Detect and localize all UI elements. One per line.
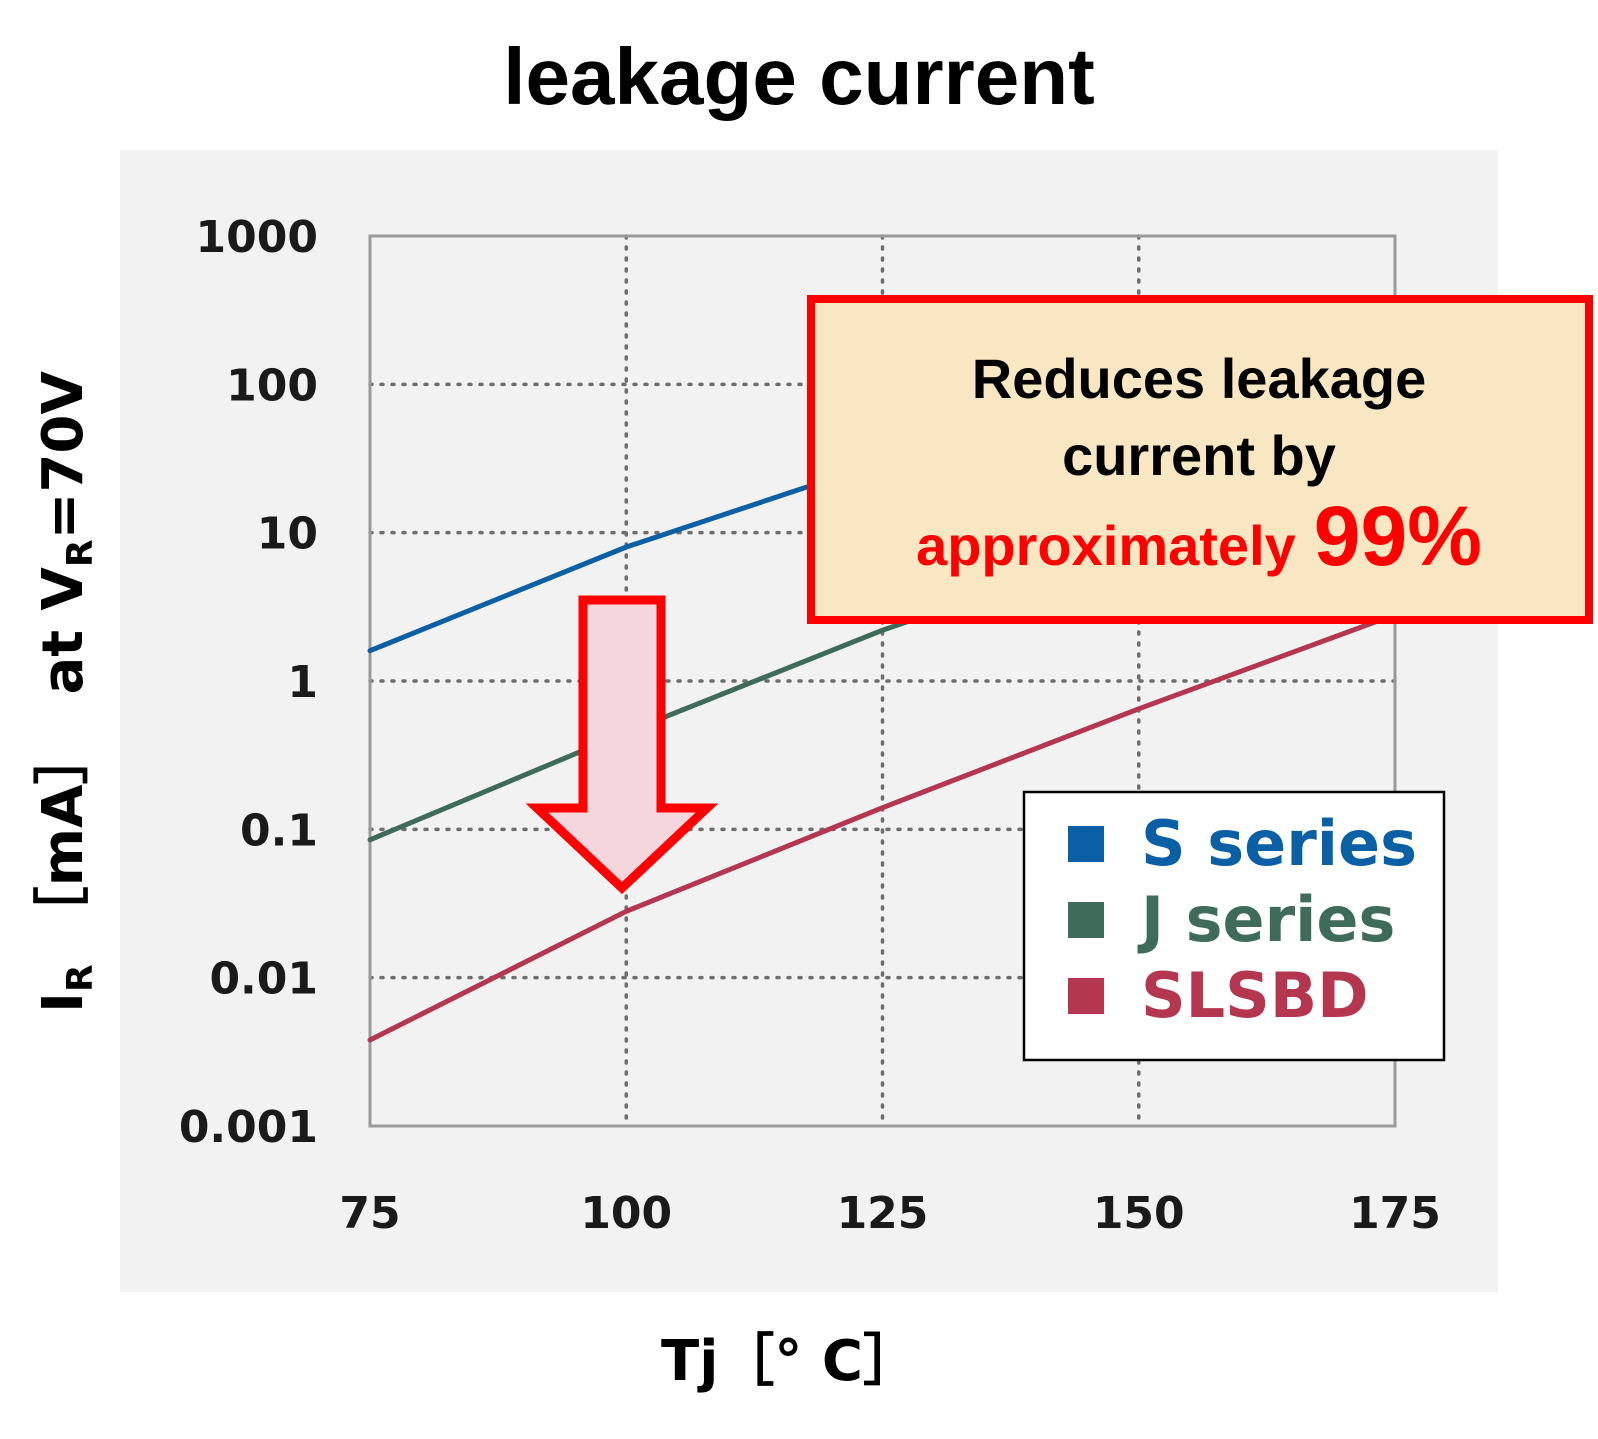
callout-line-2: current by	[1062, 424, 1336, 487]
callout-line-1: Reduces leakage	[972, 347, 1426, 410]
y-axis-label-prefix: I	[31, 992, 96, 1013]
y-tick-label-3: 1	[287, 657, 318, 708]
series-line-s-series	[367, 459, 885, 654]
y-axis-label-unit: ［mA］	[31, 729, 96, 943]
callout-percentage: 99%	[1314, 489, 1482, 583]
y-tick-label-0: 1000	[196, 212, 318, 263]
chart-title: leakage current	[503, 32, 1094, 121]
legend-label-j-series: J series	[1137, 883, 1395, 956]
y-axis-label-at-suffix: =70V	[31, 371, 96, 540]
x-tick-labels: 75 100 125 150 175	[339, 1188, 1441, 1239]
y-tick-label-6: 0.001	[179, 1102, 318, 1153]
callout: Reduces leakage current by approximately…	[807, 295, 1593, 624]
legend-label-slsbd: SLSBD	[1141, 959, 1369, 1032]
y-tick-label-1: 100	[226, 360, 318, 411]
x-tick-label-100: 100	[580, 1188, 672, 1239]
x-axis-label: Tj［° C］	[661, 1329, 919, 1394]
legend-swatch-j-series	[1068, 902, 1104, 938]
callout-line-3: approximately 99%	[916, 489, 1482, 583]
x-tick-label-75: 75	[339, 1188, 400, 1239]
y-tick-labels: 1000 100 10 1 0.1 0.01 0.001	[179, 212, 318, 1153]
y-axis-label: IR［mA］at VR=70V	[31, 371, 101, 1013]
y-axis-label-at: at V	[31, 566, 96, 694]
legend-label-s-series: S series	[1141, 807, 1417, 880]
y-tick-label-4: 0.1	[240, 805, 318, 856]
legend-swatch-s-series	[1068, 826, 1104, 862]
x-tick-label-125: 125	[837, 1188, 929, 1239]
y-tick-label-5: 0.01	[209, 954, 318, 1005]
x-tick-label-175: 175	[1349, 1188, 1441, 1239]
callout-approx: approximately	[916, 514, 1296, 577]
callout-box	[807, 295, 1593, 624]
y-axis-label-at-sub: R	[60, 539, 101, 567]
y-axis-label-prefix-sub: R	[60, 964, 101, 992]
x-tick-label-150: 150	[1093, 1188, 1185, 1239]
y-tick-label-2: 10	[257, 509, 318, 560]
series-line-slsbd	[367, 612, 1398, 1043]
down-arrow-icon	[525, 595, 719, 895]
plot-area-frame	[368, 234, 1397, 1128]
legend-swatch-slsbd	[1068, 978, 1104, 1014]
